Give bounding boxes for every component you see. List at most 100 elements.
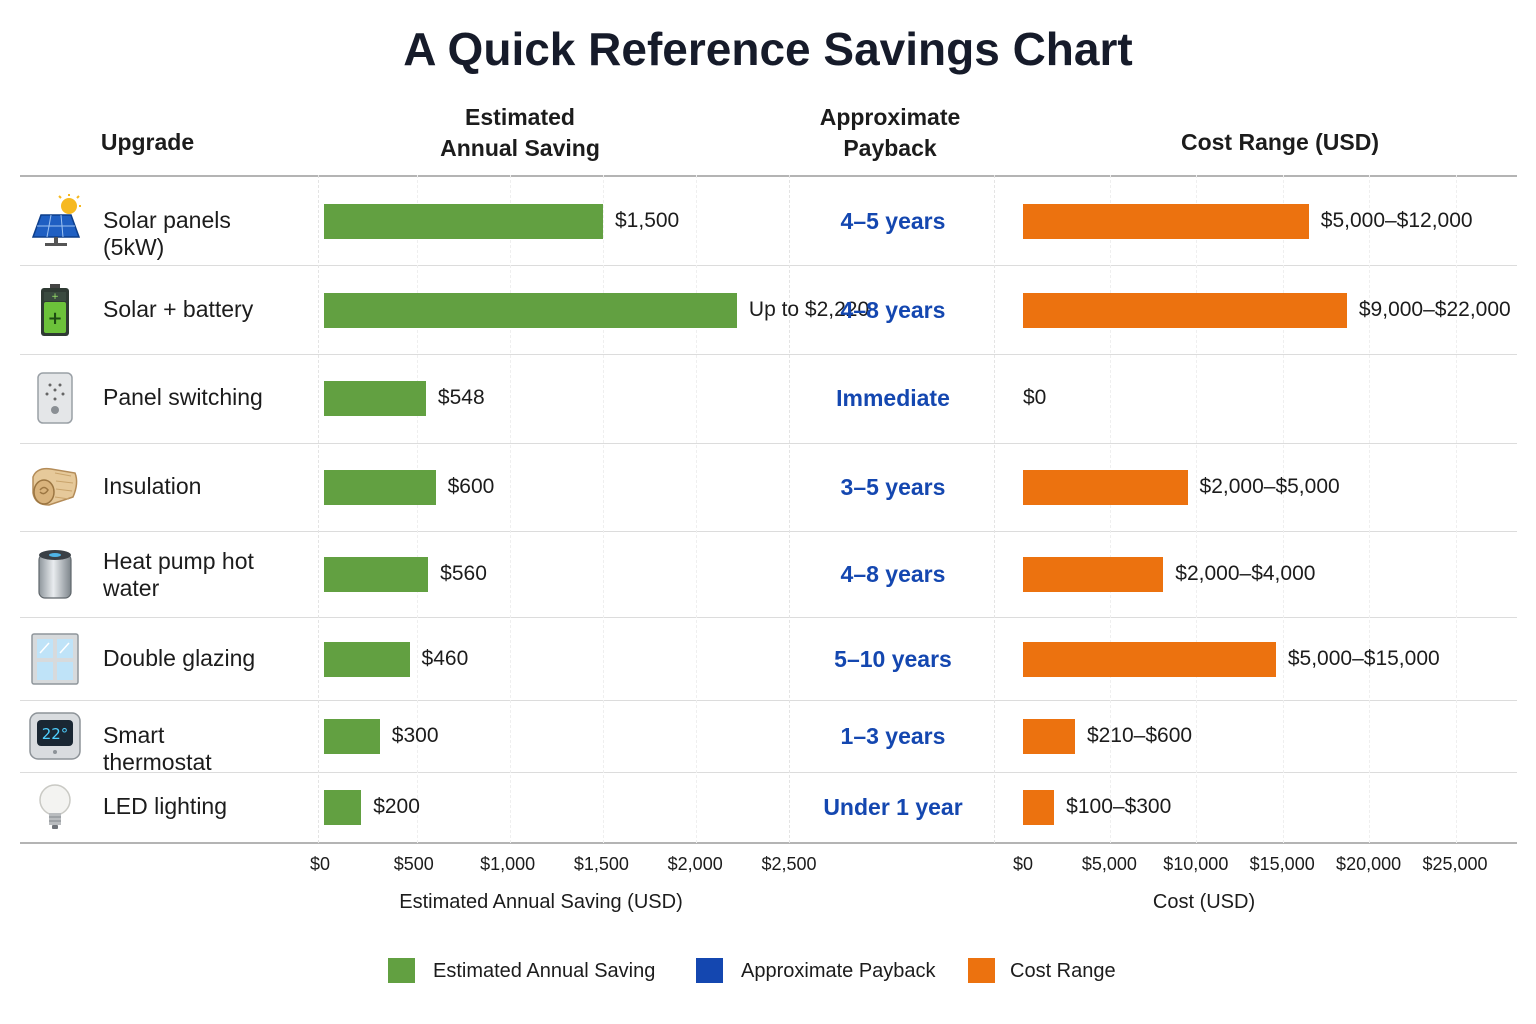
payback-value: 4–8 years (840, 297, 946, 323)
thermostat-icon: 22° (27, 708, 83, 764)
saving-axis-title: Estimated Annual Saving (USD) (399, 891, 683, 913)
bottom-rule (20, 842, 1517, 844)
legend-label: Approximate Payback (741, 960, 936, 982)
saving-bar (324, 293, 737, 328)
water-heater-icon (27, 546, 83, 602)
cost-bar (1023, 293, 1347, 328)
column-divider (318, 175, 319, 843)
saving-gridline (696, 175, 697, 843)
payback-value: 5–10 years (834, 646, 952, 672)
row-divider (20, 443, 1517, 444)
cost-bar (1023, 470, 1188, 505)
cost-value-label: $9,000–$22,000 (1358, 298, 1511, 321)
cost-value-label: $2,000–$4,000 (1175, 562, 1316, 585)
cost-bar (1023, 204, 1309, 239)
row-label: Solar panels (5kW) (103, 207, 231, 260)
row-label: Smart thermostat (103, 722, 212, 775)
saving-axis-tick: $500 (393, 854, 434, 874)
cost-value-label: $5,000–$15,000 (1287, 647, 1440, 670)
legend-swatch (388, 958, 415, 983)
column-divider (994, 175, 995, 843)
svg-text:+: + (47, 308, 62, 329)
thermostat-reading: 22° (42, 725, 69, 743)
insulation-roll-icon (27, 459, 83, 515)
cost-axis-tick: $10,000 (1163, 854, 1229, 874)
row-label: Panel switching (103, 384, 263, 410)
saving-value-label: $600 (447, 475, 495, 498)
saving-axis-tick: $2,000 (667, 854, 723, 874)
legend-label: Cost Range (1010, 960, 1116, 982)
header-payback-line2: Payback (843, 135, 937, 161)
legend-swatch (968, 958, 995, 983)
window-icon (27, 631, 83, 687)
row-divider (20, 700, 1517, 701)
cost-axis-tick: $15,000 (1249, 854, 1315, 874)
saving-gridline (510, 175, 511, 843)
legend-swatch (696, 958, 723, 983)
saving-gridline (417, 175, 418, 843)
saving-bar (324, 790, 362, 825)
cost-bar (1023, 719, 1075, 754)
legend-label: Estimated Annual Saving (433, 960, 656, 982)
payback-value: 3–5 years (840, 474, 946, 500)
header-rule (20, 175, 1517, 177)
saving-value-label: $460 (421, 647, 469, 670)
saving-axis-tick: $1,000 (480, 854, 536, 874)
row-label: Double glazing (103, 645, 256, 671)
cost-value-label: $0 (1023, 386, 1047, 409)
saving-value-label: $1,500 (615, 209, 680, 232)
saving-bar (324, 381, 426, 416)
header-cost: Cost Range (USD) (1180, 129, 1380, 155)
cost-axis-tick: $5,000 (1081, 854, 1137, 874)
chart-title: A Quick Reference Savings Chart (403, 23, 1133, 75)
cost-bar (1023, 642, 1276, 677)
saving-bar (324, 204, 603, 239)
header-saving-line2: Annual Saving (440, 135, 600, 161)
header-upgrade: Upgrade (100, 129, 195, 155)
cost-axis-tick: $25,000 (1422, 854, 1488, 874)
svg-text:+: + (51, 292, 59, 302)
row-label: Heat pump hot water (103, 548, 254, 601)
cost-gridline (1282, 175, 1284, 843)
row-label: Solar + battery (103, 296, 254, 322)
saving-gridline (603, 175, 604, 843)
saving-bar (324, 557, 429, 592)
header-payback: Approximate Payback (770, 102, 1010, 164)
saving-axis-tick: $2,500 (761, 854, 817, 874)
cost-gridline (1369, 175, 1371, 843)
row-label: LED lighting (103, 793, 228, 819)
cost-value-label: $210–$600 (1086, 724, 1193, 747)
header-saving-line1: Estimated (465, 104, 575, 130)
header-payback-line1: Approximate (819, 104, 961, 130)
saving-value-label: $548 (437, 386, 485, 409)
header-saving: Estimated Annual Saving (400, 102, 640, 164)
payback-value: 1–3 years (840, 723, 946, 749)
cost-value-label: $100–$300 (1066, 795, 1172, 818)
saving-bar (324, 719, 380, 754)
cost-axis-tick: $20,000 (1336, 854, 1402, 874)
wall-switch-icon (27, 370, 83, 426)
row-label: Insulation (103, 473, 202, 499)
payback-value: 4–8 years (840, 561, 946, 587)
solar-panel-icon (27, 193, 83, 249)
cost-value-label: $5,000–$12,000 (1320, 209, 1473, 232)
cost-value-label: $2,000–$5,000 (1199, 475, 1340, 498)
battery-icon: + + (27, 282, 83, 338)
row-divider (20, 617, 1517, 618)
light-bulb-icon (27, 779, 83, 835)
cost-gridline (1456, 175, 1457, 843)
cost-axis-title: Cost (USD) (1152, 891, 1256, 913)
saving-axis-tick: $1,500 (573, 854, 629, 874)
payback-value: 4–5 years (840, 208, 946, 234)
row-divider (20, 772, 1517, 773)
saving-value-label: Up to $2,220 (748, 298, 870, 321)
saving-bar (324, 642, 410, 677)
cost-bar (1023, 790, 1055, 825)
cost-bar (1023, 557, 1164, 592)
cost-axis-tick: $0 (1012, 854, 1034, 874)
payback-value: Under 1 year (823, 794, 963, 820)
payback-value: Immediate (836, 385, 950, 411)
row-divider (20, 354, 1517, 355)
saving-value-label: $200 (373, 795, 420, 818)
saving-bar (324, 470, 436, 505)
